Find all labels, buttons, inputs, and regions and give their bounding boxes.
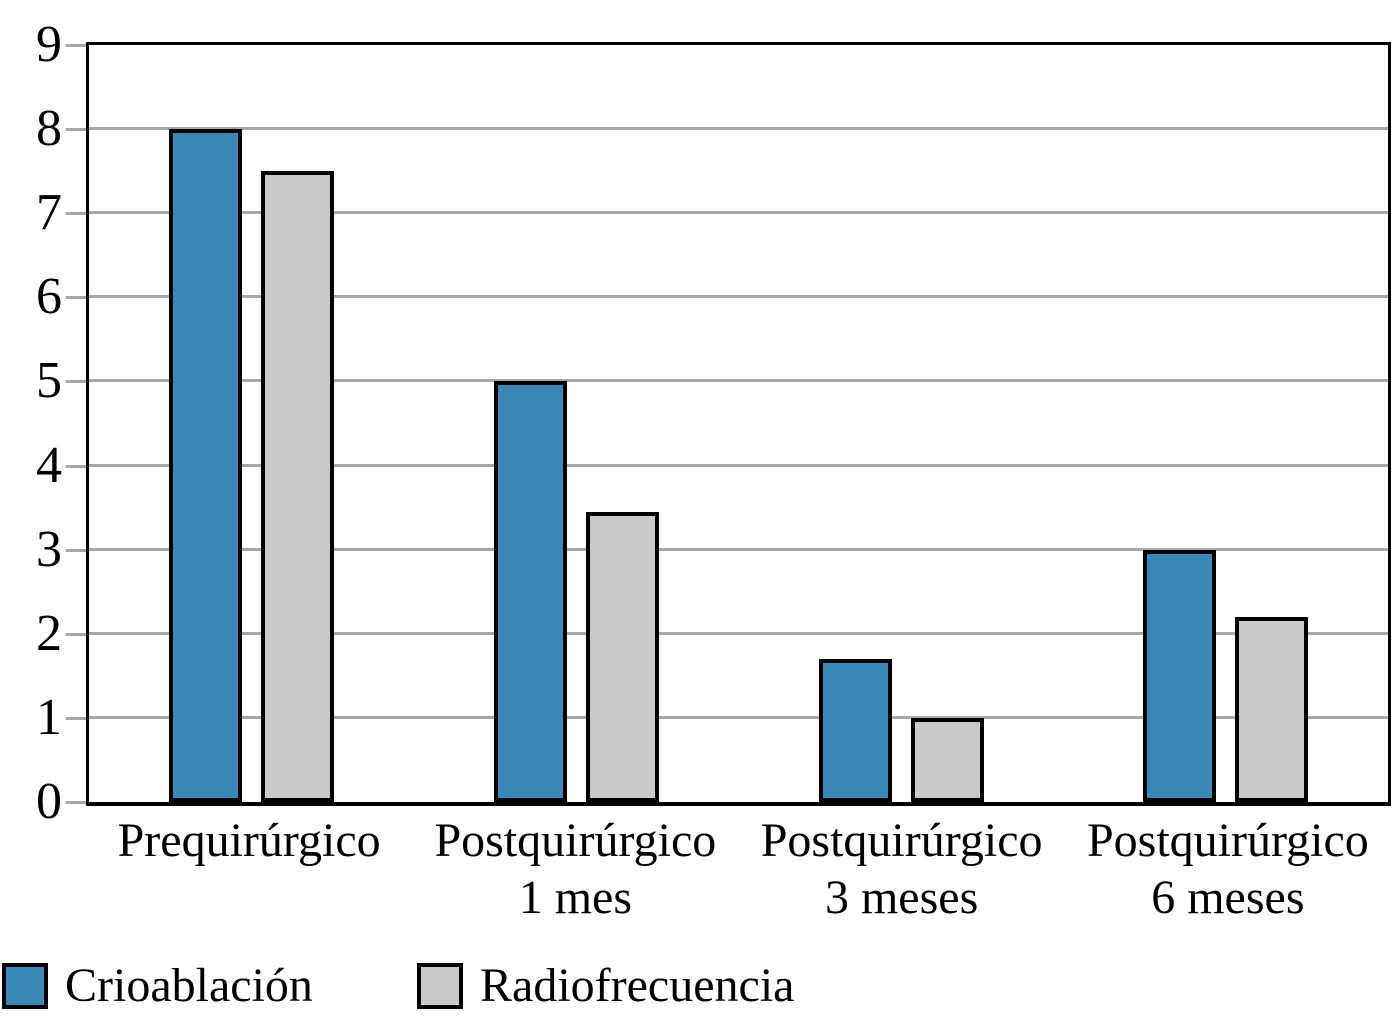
x-axis-label-line: Postquirúrgico	[434, 814, 717, 867]
y-axis-tick-label-0: 0	[36, 773, 62, 830]
gridline-y7	[89, 211, 1388, 215]
gridline-y8	[89, 127, 1388, 131]
x-axis-label-group3: Postquirúrgico 3 meses	[739, 812, 1065, 926]
legend-label-crioablacion: Crioablación	[65, 959, 313, 1012]
x-axis-label-group4: Postquirúrgico 6 meses	[1065, 812, 1391, 926]
x-axis-label-line: 3 meses	[824, 871, 979, 924]
x-axis-label-group2: Postquirúrgico 1 mes	[412, 812, 738, 926]
gridline-y1	[89, 715, 1388, 719]
x-axis-label-line: Postquirúrgico	[760, 814, 1043, 867]
y-axis-tick-mark-3	[66, 548, 86, 552]
bar-crioablacion-group3	[818, 659, 892, 802]
y-axis-tick-mark-8	[66, 128, 86, 132]
gridline-y5	[89, 379, 1388, 383]
x-axis-label-line: Prequirúrgico	[117, 814, 381, 867]
bar-radiofrecuencia-group3	[910, 717, 984, 802]
gridline-y4	[89, 463, 1388, 467]
bar-crioablacion-group2	[493, 381, 567, 802]
plot-area	[86, 42, 1391, 806]
x-axis-label-line: 1 mes	[518, 871, 633, 924]
x-axis-label-group1: Prequirúrgico	[86, 812, 412, 926]
y-axis-tick-mark-7	[66, 212, 86, 216]
legend-item-crioablacion: Crioablación	[2, 960, 313, 1012]
bar-crioablacion-group1	[169, 129, 242, 802]
bar-radiofrecuencia-group4	[1235, 616, 1309, 802]
legend: Crioablación Radiofrecuencia	[2, 960, 1392, 1012]
y-axis-tick-label-1: 1	[36, 688, 62, 746]
y-axis-tick-label-2: 2	[36, 604, 62, 662]
legend-swatch-radiofrecuencia-icon	[417, 963, 463, 1009]
legend-label-radiofrecuencia: Radiofrecuencia	[480, 959, 795, 1012]
y-axis-tick-label-8: 8	[36, 100, 62, 158]
y-axis-tick-mark-6	[66, 296, 86, 300]
bar-radiofrecuencia-group1	[261, 171, 334, 802]
y-axis-tick-label-3: 3	[36, 520, 62, 578]
y-axis-tick-label-4: 4	[36, 436, 62, 494]
y-axis-tick-label-6: 6	[36, 268, 62, 326]
gridline-y2	[89, 631, 1388, 635]
x-axis: Prequirúrgico Postquirúrgico 1 mes Postquir…	[86, 812, 1391, 926]
y-axis-tick-mark-1	[66, 716, 86, 720]
y-axis-tick-label-5: 5	[36, 352, 62, 410]
y-axis-tick-mark-4	[66, 464, 86, 468]
gridline-y3	[89, 547, 1388, 551]
y-axis-tick-mark-9	[66, 44, 86, 47]
bar-radiofrecuencia-group2	[585, 511, 659, 802]
gridline-y6	[89, 295, 1388, 299]
y-axis-tick-label-9: 9	[36, 16, 62, 73]
x-axis-label-line: Postquirúrgico	[1086, 814, 1369, 867]
y-axis-tick-mark-5	[66, 380, 86, 384]
y-axis-tick-mark-2	[66, 632, 86, 636]
bar-crioablacion-group4	[1143, 549, 1217, 802]
y-axis-tick-mark-0	[66, 801, 86, 804]
y-axis-tick-label-7: 7	[36, 184, 62, 242]
legend-swatch-crioablacion-icon	[2, 963, 48, 1009]
x-axis-label-line: 6 meses	[1151, 871, 1305, 924]
legend-item-radiofrecuencia: Radiofrecuencia	[417, 960, 794, 1012]
